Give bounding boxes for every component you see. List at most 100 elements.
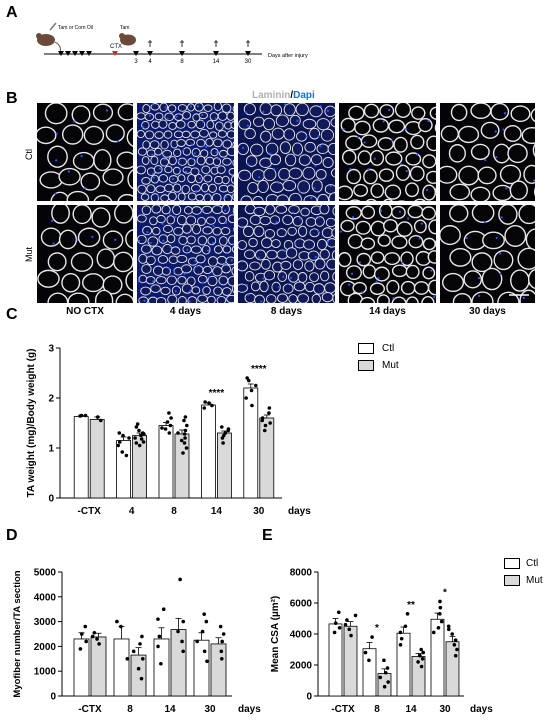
row-label-ctl: Ctl <box>24 149 34 160</box>
data-point <box>202 612 206 616</box>
data-point <box>167 411 171 415</box>
injection-marker <box>65 51 71 56</box>
data-point <box>119 624 123 629</box>
panel-label-b: B <box>6 90 18 107</box>
data-point <box>140 634 144 639</box>
day-marker <box>213 51 219 56</box>
x-tick-label: -CTX <box>78 506 102 517</box>
panel-label-e: E <box>262 527 273 544</box>
bar-mut <box>130 654 147 697</box>
legend-swatch-mut-e <box>504 575 520 586</box>
data-point <box>116 443 121 448</box>
data-point <box>180 639 184 644</box>
micrograph-mut-0 <box>37 205 133 303</box>
data-point <box>139 433 143 438</box>
data-point <box>210 403 214 408</box>
data-point <box>204 619 209 624</box>
data-point <box>226 428 231 433</box>
micrograph-image <box>37 205 133 303</box>
data-point <box>133 436 137 440</box>
micrograph-mut-2 <box>238 205 335 303</box>
bar-ctl <box>153 638 170 697</box>
data-point <box>439 619 444 624</box>
micrograph-image <box>238 103 335 201</box>
y-tick-label: 3 <box>48 344 54 355</box>
stain-title: Laminin/Dapi <box>252 90 315 101</box>
micrograph-mut-4 <box>440 205 535 303</box>
data-point <box>137 443 142 448</box>
significance-marker: * <box>375 623 379 634</box>
data-point <box>121 433 125 438</box>
y-tick-label: 6000 <box>290 599 313 610</box>
injection-marker <box>72 51 78 56</box>
timeline-diagram: Tam or Corn Oil CTX Tam 3 4 8 14 30 Days aft… <box>36 22 308 65</box>
data-point <box>267 411 271 415</box>
data-point <box>78 647 83 651</box>
data-point <box>455 647 459 652</box>
y-tick-label: 5000 <box>34 568 57 579</box>
injection-marker <box>86 51 92 56</box>
data-point <box>386 680 390 684</box>
data-point <box>420 657 425 661</box>
data-point <box>168 423 173 428</box>
day-label: 4 <box>148 59 152 65</box>
x-tick-label: 30 <box>439 704 451 715</box>
bar-ctl <box>73 416 89 499</box>
bar-ctl <box>73 638 90 697</box>
data-point <box>384 670 388 675</box>
panel-label-d: D <box>6 527 18 544</box>
data-point <box>202 406 207 410</box>
legend-label-mut-e: Mut <box>526 575 543 586</box>
micrograph-image <box>339 205 436 303</box>
data-point <box>207 401 211 405</box>
y-tick-label: 0 <box>48 494 54 505</box>
y-tick-label: 0 <box>306 692 312 703</box>
day-marker <box>147 51 153 56</box>
data-point <box>260 416 265 420</box>
data-point <box>202 649 207 654</box>
column-label: NO CTX <box>66 306 104 317</box>
data-point <box>403 624 408 629</box>
data-point <box>157 634 162 639</box>
data-point <box>140 657 145 661</box>
data-point <box>83 624 88 629</box>
data-point <box>370 635 374 639</box>
data-point <box>134 425 139 429</box>
micrograph-image <box>440 205 535 303</box>
legend-swatch-mut <box>358 360 374 371</box>
bar-ctl <box>396 632 411 697</box>
y-tick-label: 1000 <box>34 667 57 678</box>
data-point <box>419 647 424 652</box>
data-point <box>183 415 188 419</box>
x-tick-label: 8 <box>127 704 133 715</box>
data-point <box>453 653 458 658</box>
data-point <box>200 629 205 634</box>
data-point <box>95 415 100 419</box>
bar-ctl <box>113 638 130 697</box>
data-point <box>127 436 131 440</box>
y-axis-label: Mean CSA (µm²) <box>270 596 281 673</box>
x-axis-unit: days <box>470 704 493 715</box>
data-point <box>218 624 223 629</box>
x-tick-label: 14 <box>164 704 176 715</box>
syringe-icon <box>49 22 57 31</box>
data-point <box>161 607 166 611</box>
data-point <box>378 675 383 680</box>
data-point <box>421 650 426 655</box>
data-point <box>156 644 160 649</box>
data-point <box>183 428 188 433</box>
data-point <box>363 650 368 655</box>
data-point <box>181 619 186 624</box>
bar-ctl <box>158 425 174 499</box>
column-label: 14 days <box>369 306 406 317</box>
injection-marker <box>58 51 64 56</box>
bar-ctl <box>193 639 210 697</box>
day-label: 14 <box>213 59 220 65</box>
injection-marker <box>79 51 85 56</box>
data-point <box>347 627 352 632</box>
mouse-icon <box>36 33 61 53</box>
data-point <box>452 643 457 647</box>
data-point <box>84 639 88 644</box>
data-point <box>90 634 95 639</box>
injection-markers <box>58 51 92 56</box>
